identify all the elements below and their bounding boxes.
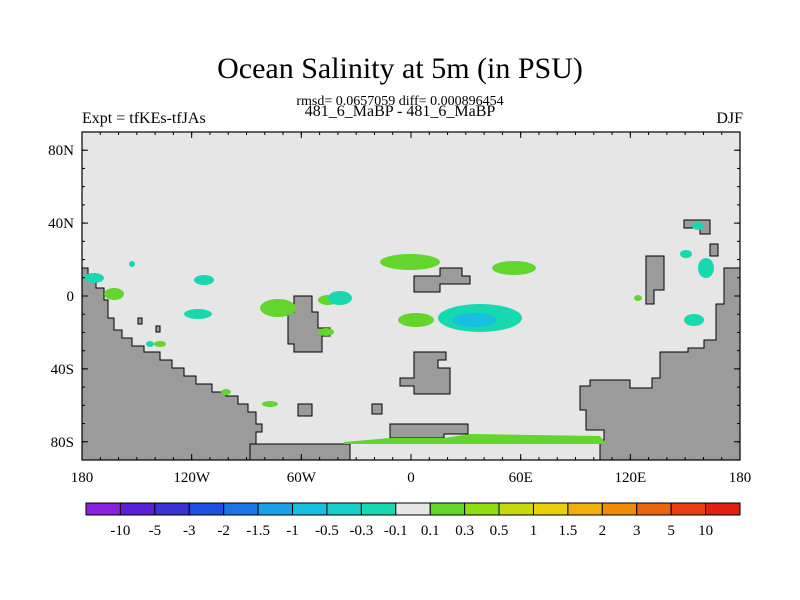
- colorbar-label: -2: [217, 523, 230, 539]
- anomaly-pos: [398, 313, 434, 327]
- colorbar-swatch: [705, 502, 741, 516]
- x-axis-labels: 180 120W 60W 0 60E 120E 180: [71, 470, 752, 486]
- y-tick-label: 40N: [48, 216, 74, 232]
- y-tick-label: 0: [67, 289, 75, 305]
- anomaly-neg: [194, 275, 214, 285]
- anomaly-neg: [184, 309, 212, 319]
- anomaly-pos: [634, 295, 642, 301]
- colorbar-label: -0.5: [315, 523, 339, 539]
- colorbar-label: 10: [698, 523, 713, 539]
- land-tiny-2: [155, 325, 161, 333]
- colorbar-swatch: [326, 502, 362, 516]
- x-tick-label: 180: [729, 470, 752, 486]
- colorbar-swatch: [154, 502, 190, 516]
- anomaly-pos: [221, 389, 231, 395]
- land-northeast-patch-2: [709, 243, 719, 257]
- anomaly-pos: [262, 401, 278, 407]
- land-small-island-2: [371, 403, 383, 415]
- anomaly-neg: [452, 313, 496, 327]
- colorbar-label: 1.5: [559, 523, 578, 539]
- plot-title: Ocean Salinity at 5m (in PSU): [217, 52, 583, 85]
- land-masses: [81, 219, 741, 461]
- colorbar-swatch: [395, 502, 431, 516]
- colorbar-labels: -10 -5 -3 -2 -1.5 -1 -0.5 -0.3 -0.1 0.1 0.3 0.5 1 1.5…: [110, 523, 713, 539]
- anomaly-neg: [84, 273, 104, 283]
- colorbar-label: 0.5: [490, 523, 509, 539]
- anomaly-neg: [146, 341, 154, 347]
- colorbar-swatch: [257, 502, 294, 516]
- colorbar-swatch: [567, 502, 603, 516]
- colorbar-swatch: [464, 502, 500, 516]
- colorbar-swatch: [498, 502, 534, 516]
- stats-label: rmsd= 0.0657059 diff= 0.000896454: [296, 94, 504, 109]
- x-tick-label: 120E: [614, 470, 646, 486]
- y-tick-label: 80S: [51, 435, 74, 451]
- x-tick-label: 180: [71, 470, 94, 486]
- x-tick-label: 120W: [173, 470, 211, 486]
- anomaly-neg: [328, 291, 352, 305]
- y-tick-label: 40S: [51, 362, 74, 378]
- anomaly-pos: [260, 299, 296, 317]
- colorbar-swatch: [188, 502, 225, 516]
- land-africa-north-patch: [413, 267, 471, 293]
- colorbar-swatch: [429, 502, 466, 516]
- anomaly-pos-south-band: [344, 434, 606, 444]
- colorbar-swatch: [636, 502, 672, 516]
- land-east-continent: [579, 267, 741, 461]
- experiment-pair-label: 481_6_MaBP - 481_6_MaBP: [304, 103, 496, 120]
- colorbar-label: -3: [183, 523, 196, 539]
- x-tick-label: 60W: [287, 470, 317, 486]
- anomaly-neg: [684, 314, 704, 326]
- anomaly-pos: [104, 288, 124, 300]
- experiment-label: Expt = tfKEs-tfJAs: [82, 110, 206, 127]
- negative-anomalies: [84, 222, 714, 347]
- anomaly-neg: [129, 261, 135, 267]
- colorbar-label: -0.3: [349, 523, 373, 539]
- anomaly-neg: [698, 258, 714, 278]
- anomaly-neg: [680, 250, 692, 258]
- anomaly-pos: [492, 261, 536, 275]
- y-axis-labels: 80N 40N 0 40S 80S: [48, 143, 74, 451]
- colorbar-label: -5: [149, 523, 162, 539]
- colorbar-label: -1: [286, 523, 299, 539]
- anomaly-neg: [692, 222, 704, 230]
- x-tick-label: 0: [407, 470, 415, 486]
- land-west-americas: [81, 267, 263, 461]
- land-central-continent: [399, 351, 451, 395]
- map-panel: [81, 131, 741, 461]
- colorbar: [85, 502, 741, 516]
- y-tick-label: 80N: [48, 143, 74, 159]
- land-small-island-1: [297, 403, 313, 417]
- colorbar-swatch: [119, 502, 156, 516]
- colorbar-label: -1.5: [246, 523, 270, 539]
- colorbar-swatch: [532, 502, 569, 516]
- season-label: DJF: [716, 110, 743, 127]
- anomaly-pos: [380, 254, 440, 270]
- land-tiny-1: [137, 317, 143, 325]
- colorbar-swatch: [601, 502, 638, 516]
- tick-marks: [81, 131, 741, 461]
- colorbar-label: 0.3: [455, 523, 474, 539]
- colorbar-label: 2: [599, 523, 607, 539]
- anomaly-pos: [154, 341, 166, 347]
- colorbar-label: 1: [530, 523, 538, 539]
- colorbar-label: 5: [667, 523, 675, 539]
- colorbar-swatch: [360, 502, 397, 516]
- colorbar-swatch: [223, 502, 259, 516]
- colorbar-swatch: [292, 502, 328, 516]
- colorbar-label: -0.1: [384, 523, 408, 539]
- colorbar-label: -10: [110, 523, 130, 539]
- colorbar-swatch: [85, 502, 121, 516]
- x-tick-label: 60E: [509, 470, 533, 486]
- anomaly-pos: [318, 328, 334, 336]
- land-northeast-patch: [645, 255, 665, 305]
- colorbar-label: 0.1: [421, 523, 440, 539]
- colorbar-swatch: [670, 502, 707, 516]
- land-south-america-patch: [287, 295, 331, 353]
- positive-anomalies: [104, 254, 642, 444]
- colorbar-label: 3: [633, 523, 641, 539]
